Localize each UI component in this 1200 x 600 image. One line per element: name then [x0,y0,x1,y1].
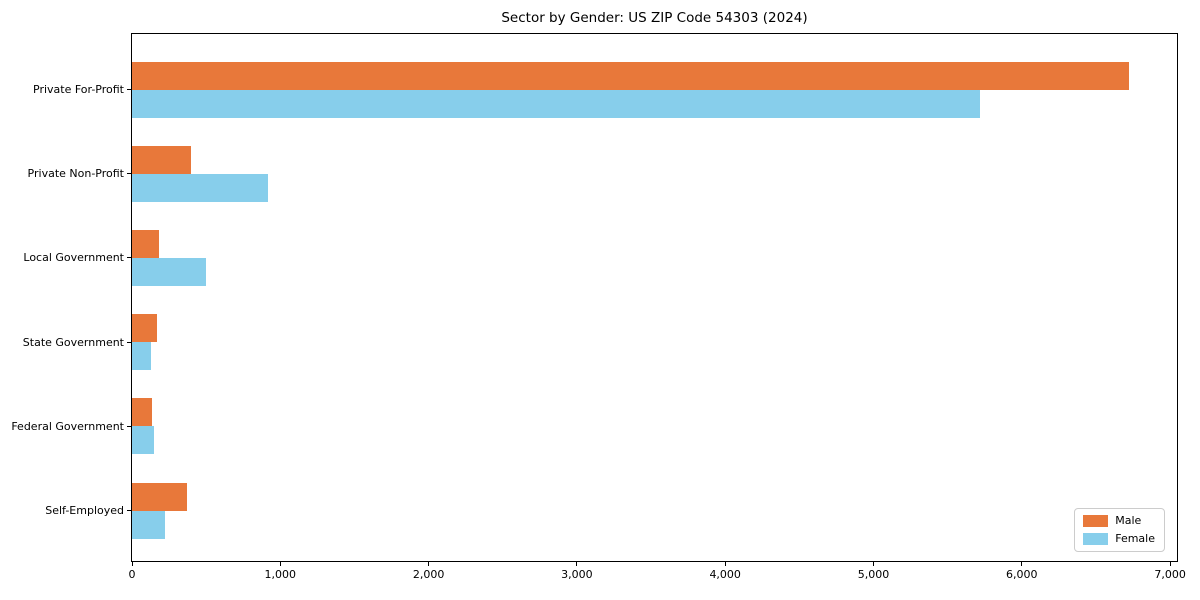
x-tick-mark [724,562,726,566]
y-tick-mark [127,341,131,343]
y-tick-mark [127,510,131,511]
x-tick-label: 4,000 [709,568,741,581]
bar-male-3 [132,229,159,258]
y-tick-mark [127,89,131,90]
y-tick-mark [127,257,131,259]
y-tick-mark [127,173,131,175]
chart-title: Sector by Gender: US ZIP Code 54303 (202… [501,10,808,26]
x-tick-mark [1169,562,1171,566]
bar-male-6 [132,482,187,511]
x-tick-label: 0 [128,568,136,581]
bar-male-1 [132,61,1129,90]
legend-entry-female: Female [1083,533,1155,545]
legend: Male Female [1074,508,1165,552]
x-tick-mark [873,562,874,566]
category-label: Federal Government [11,419,124,433]
x-tick-mark [1021,562,1023,566]
bar-male-4 [132,314,157,343]
bar-female-1 [132,89,980,118]
category-label: Private Non-Profit [27,167,124,181]
x-tick-label: 7,000 [1154,568,1186,581]
x-tick-label: 6,000 [1006,568,1038,581]
x-tick-mark [428,562,430,566]
category-label: Private For-Profit [33,83,124,96]
category-label: Self-Employed [45,504,124,517]
y-tick-mark [127,425,131,427]
legend-label-female: Female [1115,532,1155,545]
bar-female-4 [132,342,151,371]
x-tick-label: 2,000 [412,568,445,581]
x-tick-mark [576,562,578,566]
bar-male-5 [132,398,152,427]
bar-female-3 [132,257,206,286]
legend-entry-male: Male [1083,515,1155,527]
bar-female-5 [132,426,154,455]
legend-label-male: Male [1115,514,1142,527]
male-swatch [1083,515,1109,527]
x-tick-label: 3,000 [561,568,593,581]
plot-area: Male Female Private For-Profit Private No… [11,33,1186,581]
x-tick-mark [279,562,281,566]
bar-male-2 [132,145,191,174]
female-swatch [1083,533,1109,545]
bar-female-6 [132,510,165,539]
x-tick-label: 5,000 [857,568,890,581]
bar-female-2 [132,173,268,202]
x-tick-mark [131,562,133,566]
category-label: State Government [22,335,124,349]
x-tick-label: 1,000 [264,568,297,581]
category-label: Local Government [23,251,124,265]
